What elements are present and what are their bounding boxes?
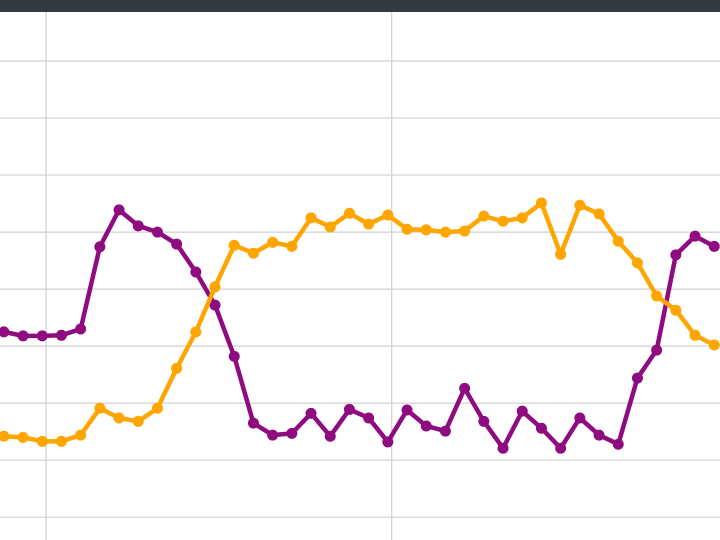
point: [708, 339, 720, 351]
point: [439, 226, 451, 238]
point: [0, 326, 10, 338]
point: [113, 204, 125, 216]
point: [689, 329, 701, 341]
point: [55, 435, 67, 447]
point: [593, 429, 605, 441]
point: [612, 235, 624, 247]
point: [555, 442, 567, 454]
point: [401, 223, 413, 235]
point: [267, 236, 279, 248]
point: [190, 326, 202, 338]
point: [17, 431, 29, 443]
point: [363, 218, 375, 230]
point: [459, 382, 471, 394]
point: [459, 225, 471, 237]
point: [94, 402, 106, 414]
point: [36, 330, 48, 342]
point: [574, 412, 586, 424]
point: [497, 442, 509, 454]
point: [171, 362, 183, 374]
point: [286, 240, 298, 252]
point: [151, 402, 163, 414]
point: [708, 240, 720, 252]
point: [478, 210, 490, 222]
point: [689, 230, 701, 242]
point: [516, 212, 528, 224]
point: [555, 248, 567, 260]
point: [343, 207, 355, 219]
point: [593, 208, 605, 220]
point: [209, 281, 221, 293]
point: [305, 212, 317, 224]
line: [3, 200, 716, 444]
point: [151, 226, 163, 238]
point: [535, 422, 547, 434]
point: [420, 224, 432, 236]
point: [497, 215, 509, 227]
point: [670, 249, 682, 261]
point: [247, 247, 259, 259]
point: [631, 257, 643, 269]
point: [439, 425, 451, 437]
point: [228, 350, 240, 362]
point: [324, 430, 336, 442]
point: [324, 221, 336, 233]
point: [305, 407, 317, 419]
point: [0, 430, 10, 442]
point: [535, 197, 547, 209]
point: [382, 209, 394, 221]
point: [343, 403, 355, 415]
point: [75, 429, 87, 441]
point: [132, 415, 144, 427]
point: [132, 220, 144, 232]
point: [55, 329, 67, 341]
point: [516, 405, 528, 417]
point: [612, 438, 624, 450]
point: [228, 239, 240, 251]
point: [247, 417, 259, 429]
point: [94, 241, 106, 253]
point: [574, 199, 586, 211]
point: [631, 372, 643, 384]
point: [651, 344, 663, 356]
point: [113, 412, 125, 424]
point: [478, 415, 490, 427]
point: [670, 304, 682, 316]
point: [401, 404, 413, 416]
point: [420, 420, 432, 432]
point: [209, 299, 221, 311]
point: [190, 266, 202, 278]
point: [651, 290, 663, 302]
point: [286, 427, 298, 439]
point: [363, 412, 375, 424]
top-bar: [0, 0, 720, 12]
point: [75, 323, 87, 335]
point: [17, 330, 29, 342]
point: [36, 435, 48, 447]
point: [267, 429, 279, 441]
point: [171, 238, 183, 250]
point: [382, 436, 394, 448]
